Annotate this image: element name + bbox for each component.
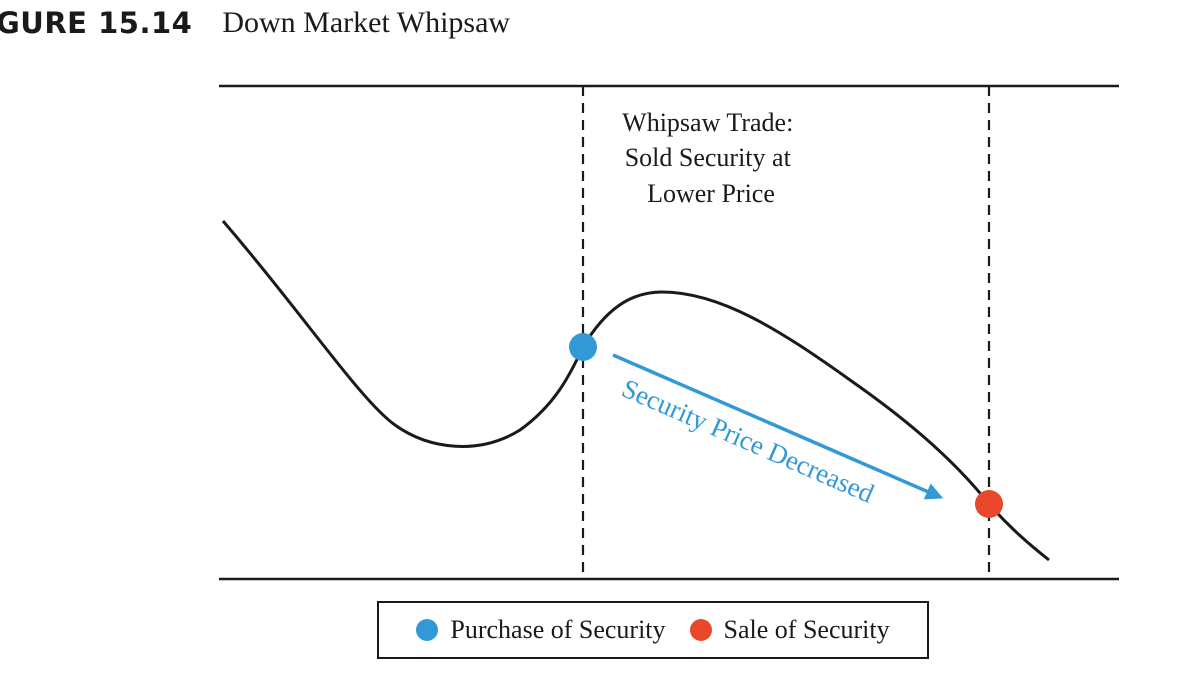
arrow-label: Security Price Decreased: [618, 373, 879, 509]
annotation-line-3: Lower Price: [647, 179, 775, 208]
purchase-point: [569, 333, 597, 361]
sale-point: [975, 490, 1003, 518]
purchase-dot-icon: [416, 619, 439, 641]
figure-label: GURE 15.14: [0, 6, 193, 40]
price-curve: [221, 220, 1050, 562]
annotation-line-1: Whipsaw Trade:: [622, 108, 793, 137]
whipsaw-annotation: Whipsaw Trade: Sold Security at Lower Pr…: [622, 108, 800, 208]
figure-caption: Down Market Whipsaw: [222, 6, 511, 39]
legend-item-sale: Sale of Security: [689, 615, 890, 645]
annotation-line-2: Sold Security at: [625, 143, 792, 172]
decrease-arrow: [612, 353, 944, 500]
sale-dot-icon: [689, 619, 712, 641]
legend-label-sale: Sale of Security: [723, 615, 890, 644]
legend-label-purchase: Purchase of Security: [450, 615, 666, 644]
legend: Purchase of Security Sale of Security: [377, 601, 929, 659]
figure-title: GURE 15.14 Down Market Whipsaw: [0, 0, 510, 46]
legend-item-purchase: Purchase of Security: [416, 615, 666, 645]
